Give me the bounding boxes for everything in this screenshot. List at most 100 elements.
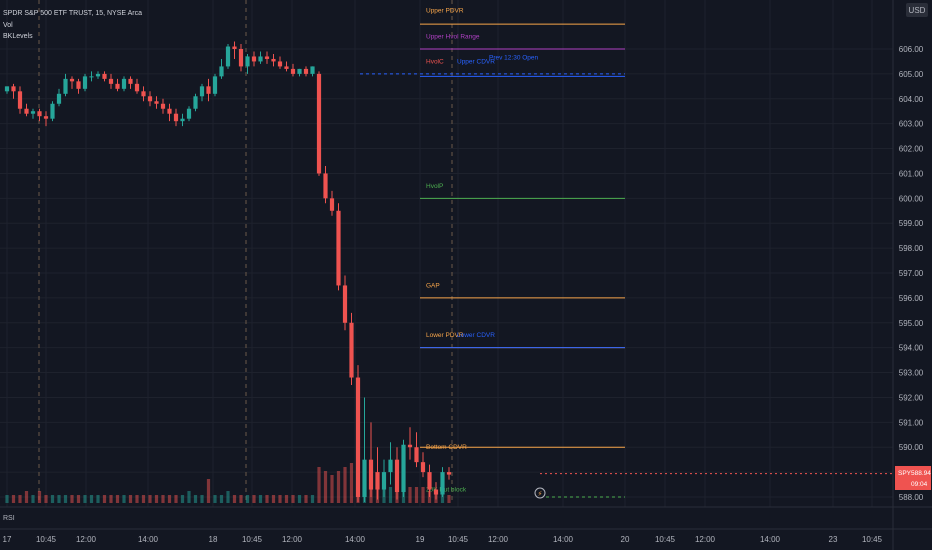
candle-body [310, 66, 315, 74]
price-tick-label: 604.00 [899, 95, 924, 104]
volume-bar [96, 495, 100, 503]
time-tick-label: 10:45 [36, 535, 57, 544]
candle-body [433, 489, 439, 495]
volume-bar [24, 491, 29, 503]
volume-bar [89, 495, 94, 503]
candle-body [349, 322, 354, 378]
volume-bar [291, 495, 295, 503]
level-label: Lower CDVR [457, 332, 495, 339]
time-tick-label: 14:00 [760, 535, 781, 544]
price-tick-label: 593.00 [899, 369, 924, 378]
price-tick-label: 600.00 [899, 194, 924, 203]
volume-bar [317, 467, 321, 503]
candle-body [414, 447, 419, 463]
candle-body [69, 78, 75, 82]
volume-bar [265, 495, 269, 503]
volume-bar [11, 495, 16, 503]
candle-body [82, 76, 88, 89]
volume-bar [50, 495, 55, 503]
candle-body [11, 86, 16, 92]
chart-title: SPDR S&P 500 ETF TRUST, 15, NYSE Arca [3, 10, 142, 17]
candle-body [95, 73, 101, 77]
level-label: Upper CDVR [457, 58, 495, 65]
time-tick-label: 19 [416, 535, 425, 544]
candle-body [89, 76, 94, 78]
candle-body [251, 56, 257, 62]
volume-bar [122, 495, 126, 503]
time-tick-label: 20 [621, 535, 630, 544]
time-tick-label: 12:00 [695, 535, 716, 544]
currency-button-label: USD [909, 6, 926, 15]
time-axis[interactable]: 17 10:45 12:00 14:00 18 10:45 12:00 14:00 19 10:4… [3, 535, 883, 544]
volume-bar [180, 495, 185, 503]
candle-body [63, 78, 68, 94]
rsi-label[interactable]: RSI [3, 515, 15, 522]
price-tick-label: 594.00 [899, 344, 924, 353]
candle-body [401, 444, 406, 493]
price-tick-label: 605.00 [899, 70, 924, 79]
candle-body [342, 285, 348, 323]
candle-body [128, 78, 133, 84]
level-label: Lower PDVR [426, 332, 464, 339]
bolt-icon: ⚡ [538, 490, 543, 498]
candle-body [115, 83, 120, 89]
time-tick-label: 10:45 [655, 535, 676, 544]
volume-bar [297, 495, 302, 503]
candle-body [219, 66, 224, 77]
candle-body [173, 113, 179, 122]
session-separators [38, 0, 453, 503]
volume-bar [219, 495, 224, 503]
time-tick-label: 10:45 [862, 535, 883, 544]
volume-bar [278, 495, 282, 503]
volume-bar [141, 495, 146, 503]
volume-bar [200, 495, 204, 503]
volume-bar [109, 495, 113, 503]
price-tick-label: 602.00 [899, 145, 924, 154]
candle-body [206, 86, 211, 94]
volume-bar [226, 491, 230, 503]
volume-bar [135, 495, 139, 503]
candle-body [238, 49, 244, 67]
level-label: GAP [426, 282, 440, 289]
volume-bar [310, 495, 315, 503]
candle-body [199, 86, 205, 97]
candle-body [394, 459, 400, 493]
candle-body [50, 103, 55, 119]
candle-body [102, 73, 107, 79]
time-tick-label: 17 [3, 535, 12, 544]
time-tick-label: 10:45 [242, 535, 263, 544]
price-tick-label: 588.00 [899, 493, 924, 502]
volume-bar [271, 495, 276, 503]
candle-body [284, 66, 289, 69]
price-tick-label: 606.00 [899, 45, 924, 54]
currency-button[interactable]: USD [906, 3, 928, 17]
price-axis[interactable]: 606.00 605.00 604.00 603.00 602.00 601.00 600.… [899, 45, 924, 502]
annotation-label: Prev 12:30 Open [489, 55, 539, 62]
candle-body [245, 56, 250, 67]
candle-body [323, 173, 328, 199]
candle-body [407, 444, 413, 448]
volume-bar [167, 495, 172, 503]
candle-body [290, 68, 296, 74]
price-tick-label: 592.00 [899, 393, 924, 402]
volume-bar [76, 495, 81, 503]
indicator-vol-label[interactable]: Vol [3, 22, 13, 29]
live-price-marker[interactable]: ⚡ [534, 487, 546, 499]
time-tick-label: 10:45 [448, 535, 469, 544]
candle-body [4, 86, 10, 92]
candle-body [329, 198, 335, 211]
price-tick-label: 597.00 [899, 269, 924, 278]
candlesticks [4, 41, 452, 502]
volume-bar [63, 495, 68, 503]
indicator-bklevels-label[interactable]: BKLevels [3, 33, 33, 40]
time-tick-label: 14:00 [345, 535, 366, 544]
candle-body [388, 459, 393, 473]
volume-bar [336, 471, 341, 503]
time-tick-label: 14:00 [138, 535, 159, 544]
time-tick-label: 14:00 [553, 535, 574, 544]
candle-body [427, 472, 432, 490]
candle-body [24, 108, 29, 114]
candle-body [368, 459, 374, 490]
volume-bar [115, 495, 120, 503]
